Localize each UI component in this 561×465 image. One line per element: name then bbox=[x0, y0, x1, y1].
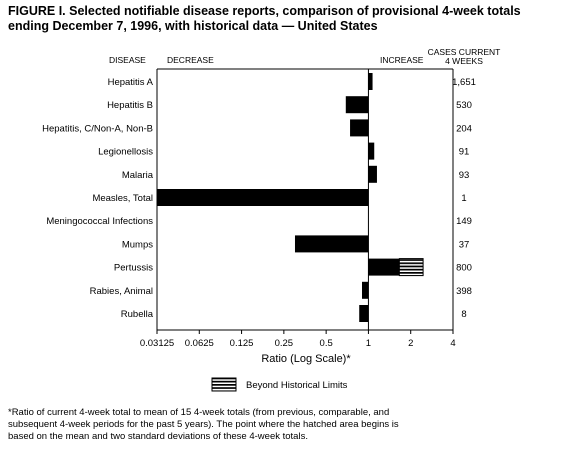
legend-hatch-swatch bbox=[211, 377, 237, 392]
legend: Beyond Historical Limits bbox=[211, 377, 348, 392]
footnote: *Ratio of current 4-week total to mean o… bbox=[8, 407, 556, 443]
category-label: Pertussis bbox=[114, 263, 153, 274]
header-decrease: DECREASE bbox=[167, 55, 214, 65]
legend-label: Beyond Historical Limits bbox=[246, 380, 348, 391]
bar-ratio bbox=[157, 189, 369, 206]
case-count: 93 bbox=[459, 170, 470, 181]
figure-title-line-1: FIGURE I. Selected notifiable disease re… bbox=[8, 4, 521, 18]
category-label: Rabies, Animal bbox=[90, 286, 153, 297]
case-count: 1 bbox=[461, 193, 466, 204]
footnote-line-1: *Ratio of current 4-week total to mean o… bbox=[8, 407, 390, 418]
bar-ratio bbox=[362, 281, 369, 299]
x-axis-label: Ratio (Log Scale)* bbox=[261, 353, 351, 365]
case-count: 8 bbox=[461, 309, 466, 320]
category-label: Legionellosis bbox=[98, 147, 153, 158]
x-tick-label: 0.0625 bbox=[185, 338, 214, 349]
bar-ratio bbox=[350, 119, 369, 137]
case-count: 37 bbox=[459, 239, 470, 250]
category-label: Hepatitis, C/Non-A, Non-B bbox=[42, 123, 153, 134]
header-cases-line-1: CASES CURRENT bbox=[428, 47, 501, 57]
case-count: 800 bbox=[456, 263, 472, 274]
bar-ratio bbox=[368, 142, 375, 160]
category-label: Hepatitis A bbox=[108, 77, 154, 88]
category-labels: Hepatitis A Hepatitis B Hepatitis, C/Non-A… bbox=[42, 77, 154, 320]
header-cases-line-2: 4 WEEKS bbox=[445, 56, 483, 66]
x-tick-label: 1 bbox=[366, 338, 371, 349]
bar-ratio bbox=[345, 96, 369, 114]
bar-ratio bbox=[368, 73, 373, 90]
footnote-line-2: subsequent 4-week periods for the past 5… bbox=[8, 419, 399, 430]
x-tick-label: 0.5 bbox=[320, 338, 333, 349]
case-counts: 1,651 530 204 91 93 1 149 37 800 398 8 bbox=[452, 77, 476, 320]
x-tick-label: 4 bbox=[450, 338, 455, 349]
category-label: Malaria bbox=[122, 170, 154, 181]
bars-layer bbox=[157, 73, 424, 322]
bar-ratio bbox=[368, 165, 377, 183]
category-label: Measles, Total bbox=[92, 193, 153, 204]
case-count: 91 bbox=[459, 147, 470, 158]
x-tick-label: 2 bbox=[408, 338, 413, 349]
case-count: 204 bbox=[456, 123, 472, 134]
disease-ratio-chart: DISEASE DECREASE INCREASE CASES CURRENT … bbox=[42, 47, 501, 392]
bar-ratio bbox=[294, 235, 369, 253]
x-axis-ticks: 0.03125 0.0625 0.125 0.25 0.5 1 2 4 bbox=[140, 330, 456, 349]
case-count: 398 bbox=[456, 286, 472, 297]
category-label: Rubella bbox=[121, 309, 154, 320]
category-label: Meningococcal Infections bbox=[46, 216, 153, 227]
category-label: Mumps bbox=[122, 239, 153, 250]
x-tick-label: 0.03125 bbox=[140, 338, 174, 349]
bar-ratio bbox=[359, 305, 369, 322]
x-tick-label: 0.25 bbox=[275, 338, 294, 349]
case-count: 530 bbox=[456, 100, 472, 111]
bar-ratio bbox=[368, 258, 400, 276]
category-label: Hepatitis B bbox=[107, 100, 153, 111]
figure-title-line-2: ending December 7, 1996, with historical… bbox=[8, 19, 378, 33]
figure-title: FIGURE I. Selected notifiable disease re… bbox=[8, 4, 556, 34]
bar-beyond-limits bbox=[398, 258, 424, 277]
x-tick-label: 0.125 bbox=[230, 338, 254, 349]
footnote-line-3: based on the mean and two standard devia… bbox=[8, 431, 308, 442]
header-increase: INCREASE bbox=[380, 55, 424, 65]
case-count: 1,651 bbox=[452, 77, 476, 88]
case-count: 149 bbox=[456, 216, 472, 227]
header-disease: DISEASE bbox=[109, 55, 146, 65]
